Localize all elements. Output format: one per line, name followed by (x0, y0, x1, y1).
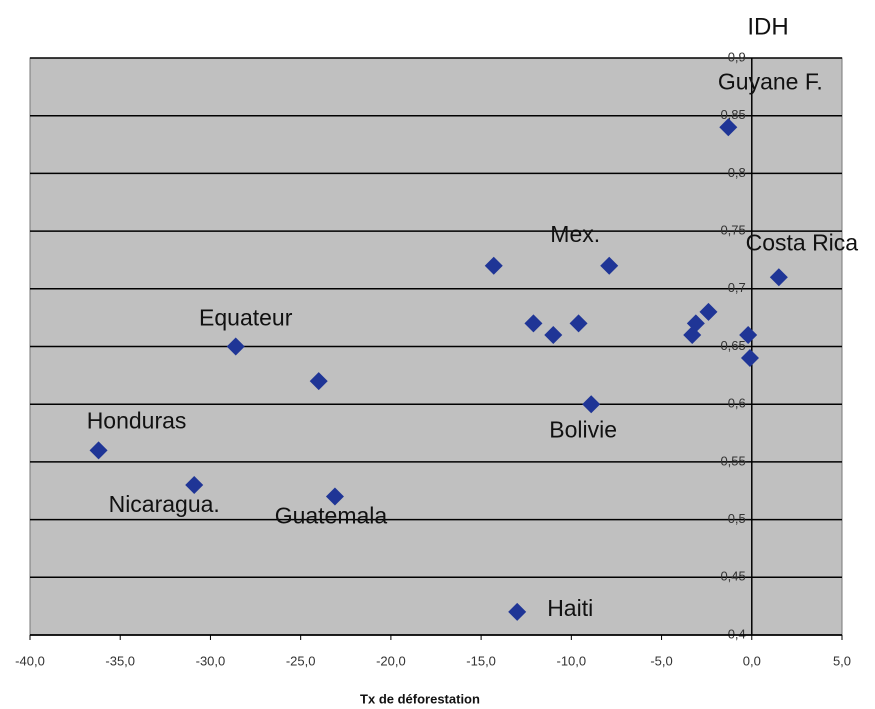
y-tick-label: 0,4 (728, 626, 746, 641)
point (226, 337, 245, 356)
point (582, 395, 601, 414)
point-label: Mex. (550, 221, 600, 247)
x-tick-label: -35,0 (105, 653, 135, 668)
point (544, 325, 563, 344)
y-tick-label: 0,75 (720, 223, 745, 238)
y-tick-label: 0,6 (728, 396, 746, 411)
x-tick-label: -5,0 (650, 653, 672, 668)
x-tick-label: -40,0 (15, 653, 45, 668)
point (89, 441, 108, 460)
y-tick-label: 0,55 (720, 453, 745, 468)
x-tick-label: 5,0 (833, 653, 851, 668)
x-tick-label: -20,0 (376, 653, 406, 668)
point-label: Guyane F. (718, 68, 823, 94)
point (739, 325, 758, 344)
x-tick-label: -25,0 (286, 653, 316, 668)
point (769, 268, 788, 287)
point (600, 256, 619, 275)
point (309, 372, 328, 391)
y-tick-label: 0,5 (728, 511, 746, 526)
y-axis-label: IDH (747, 13, 788, 40)
y-tick-label: 0,7 (728, 280, 746, 295)
point (185, 475, 204, 494)
point (719, 118, 738, 137)
point (569, 314, 588, 333)
y-tick-label: 0,85 (720, 107, 745, 122)
x-tick-label: -30,0 (196, 653, 226, 668)
x-tick-label: -15,0 (466, 653, 496, 668)
point-label: Honduras (87, 407, 187, 433)
point-label: Guatemala (275, 503, 388, 529)
point (699, 302, 718, 321)
y-tick-label: 0,8 (728, 165, 746, 180)
point (325, 487, 344, 506)
x-axis-label: Tx de déforestation (360, 691, 480, 706)
point-label: Haiti (547, 595, 593, 621)
point (484, 256, 503, 275)
point (524, 314, 543, 333)
x-tick-label: 0,0 (743, 653, 761, 668)
y-tick-label: 0,45 (720, 569, 745, 584)
y-tick-label: 0,65 (720, 338, 745, 353)
point-label: Nicaragua. (109, 491, 220, 517)
point-label: Bolivie (549, 416, 617, 442)
point (740, 349, 759, 368)
point (508, 602, 527, 621)
point-label: Costa Rica (746, 229, 859, 255)
point (683, 325, 702, 344)
point-label: Equateur (199, 305, 293, 331)
y-tick-label: 0,9 (728, 49, 746, 64)
x-tick-label: -10,0 (557, 653, 587, 668)
